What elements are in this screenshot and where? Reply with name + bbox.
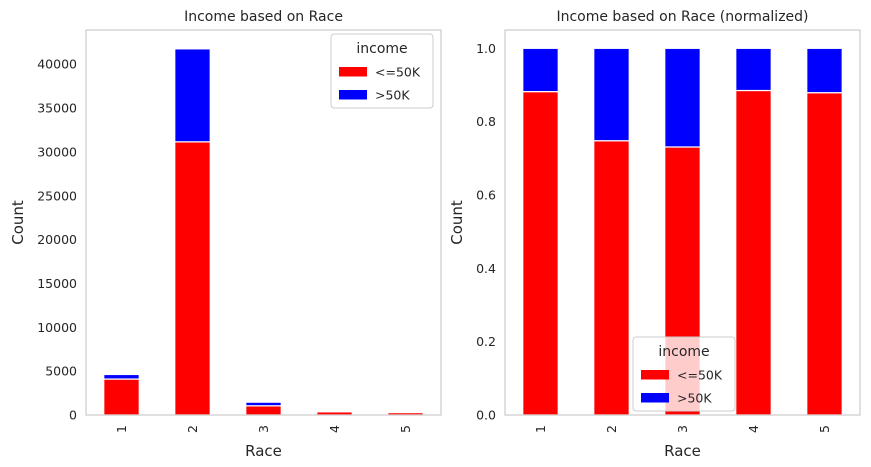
bar-gt50k-race-4 [735,47,772,92]
bar-gt50k-race-2 [593,47,630,142]
x-ticks: 1 2 3 4 5 [533,425,832,433]
chart-income-by-race: Income based on Race 0 5000 10000 15000 20000… [9,9,442,460]
x-tick-label: 4 [746,425,761,433]
bar-le50k-race-3 [245,405,282,416]
x-axis-label: Race [664,442,701,460]
y-tick-label: 0 [69,408,77,423]
bar-le50k-race-5 [806,92,843,416]
x-tick-label: 1 [114,425,129,433]
y-tick-label: 0.6 [476,188,496,203]
bar-gt50k-race-3 [664,47,701,148]
legend-swatch-le50k [339,67,367,77]
y-tick-label: 30000 [37,144,77,159]
legend-title: income [658,344,709,360]
x-ticks: 1 2 3 4 5 [114,425,413,433]
bar-gt50k-race-2 [174,48,211,143]
y-tick-label: 10000 [37,320,77,335]
y-tick-label: 35000 [37,101,77,116]
bar-le50k-race-2 [593,140,630,416]
bar-le50k-race-2 [174,141,211,416]
axes-frame [504,29,861,416]
y-tick-label: 0.0 [476,408,496,423]
legend-label-le50k: <=50K [375,65,421,80]
chart-title: Income based on Race (normalized) [556,9,808,25]
axes-frame [85,29,442,416]
bar-le50k-race-1 [522,90,559,416]
y-tick-label: 1.0 [476,41,496,56]
y-tick-label: 5000 [45,364,77,379]
y-tick-label: 0.2 [476,334,496,349]
y-tick-label: 0.8 [476,114,496,129]
legend-title: income [356,41,407,57]
legend: income <=50K >50K [330,33,434,109]
y-tick-label: 15000 [37,276,77,291]
bar-gt50k-race-3 [245,401,282,407]
legend: income <=50K >50K [632,336,736,412]
x-tick-label: 4 [327,425,342,433]
y-tick-label: 0.4 [476,261,496,276]
x-tick-label: 2 [604,425,619,433]
y-ticks: 0.0 0.2 0.4 0.6 0.8 1.0 [476,41,496,423]
legend-label-gt50k: >50K [677,391,712,406]
y-axis-label: Count [9,200,27,245]
legend-label-gt50k: >50K [375,88,410,103]
x-tick-label: 3 [675,425,690,433]
x-tick-label: 5 [398,425,413,433]
y-axis-label: Count [448,200,466,245]
legend-swatch-gt50k [339,90,367,100]
chart-income-by-race-normalized: Income based on Race (normalized)0.00.20… [448,9,861,460]
y-tick-label: 25000 [37,188,77,203]
chart-title: Income based on Race [184,9,343,25]
y-ticks: 0 5000 10000 15000 20000 25000 30000 35000 40000 [37,57,77,423]
bar-le50k-race-1 [103,378,140,416]
bar-gt50k-race-1 [522,47,559,93]
x-tick-label: 3 [256,425,271,433]
legend-swatch-gt50k [641,393,669,403]
x-tick-label: 5 [817,425,832,433]
bar-gt50k-race-1 [103,373,140,380]
legend-label-le50k: <=50K [677,368,723,383]
y-tick-label: 40000 [37,57,77,72]
x-tick-label: 2 [185,425,200,433]
bar-gt50k-race-5 [806,47,843,94]
legend-swatch-le50k [641,370,669,380]
x-tick-label: 1 [533,425,548,433]
x-axis-label: Race [245,442,282,460]
bar-le50k-race-4 [735,89,772,416]
legend-box [632,336,736,412]
bars [522,47,843,416]
legend-box [330,33,434,109]
y-tick-label: 20000 [37,232,77,247]
